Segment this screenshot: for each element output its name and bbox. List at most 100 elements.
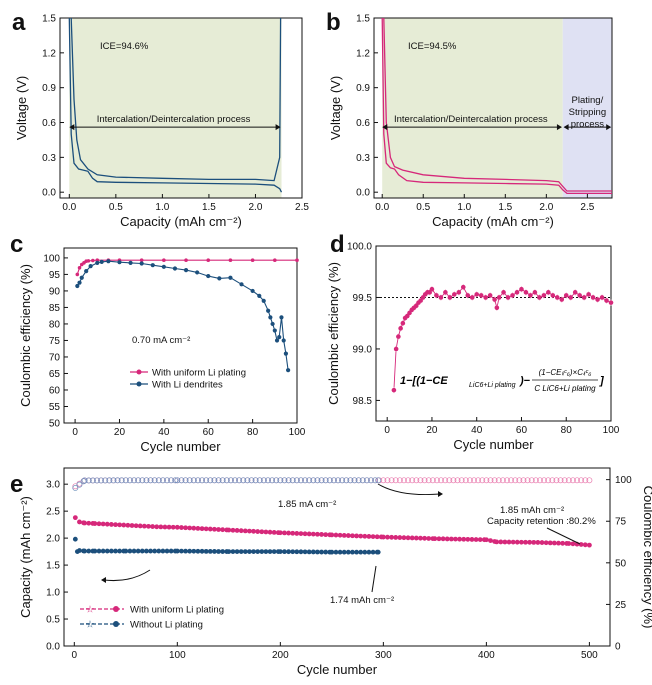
capacity-point <box>418 535 423 541</box>
capacity-point <box>535 540 541 545</box>
ce-point <box>265 477 271 484</box>
ce-point <box>147 477 154 484</box>
ce-point <box>250 258 255 263</box>
ce-point <box>172 266 178 271</box>
ce-point <box>151 477 158 484</box>
legend-entry: With uniform Li plating <box>152 368 246 379</box>
ce-point <box>499 477 506 484</box>
ce-point <box>72 485 79 491</box>
ce-point <box>434 293 439 298</box>
capacity-point <box>125 522 131 528</box>
ce-point <box>266 308 271 313</box>
ce-point <box>456 290 462 295</box>
arrow-head <box>563 124 569 131</box>
y-tick-label: 1.2 <box>42 48 56 59</box>
ce-point <box>537 295 542 300</box>
capacity-point <box>282 530 287 536</box>
arrow-head <box>438 491 443 497</box>
ce-point <box>355 477 362 484</box>
ce-point <box>460 284 466 290</box>
capacity-point <box>385 534 390 540</box>
ce-point <box>98 477 105 484</box>
voltage-curve-discharge <box>381 17 612 195</box>
capacity-point <box>586 542 592 548</box>
capacity-point <box>117 522 123 528</box>
capacity-point <box>582 542 588 548</box>
ce-point <box>450 477 457 484</box>
plot-frame <box>373 17 613 199</box>
ce-point <box>270 321 275 327</box>
ce-point <box>581 295 587 300</box>
capacity-point <box>483 537 489 543</box>
capacity-point <box>133 523 139 529</box>
ce-point <box>102 477 109 484</box>
capacity-point <box>551 540 557 546</box>
capacity-point <box>251 549 256 555</box>
ce-point <box>384 477 391 484</box>
capacity-point <box>345 533 351 538</box>
capacity-point <box>531 539 537 545</box>
capacity-point <box>238 528 244 534</box>
capacity-point <box>158 524 164 530</box>
capacity-point <box>183 525 188 531</box>
ce-point <box>347 477 354 484</box>
capacity-point <box>498 539 504 545</box>
capacity-arrow <box>103 569 151 581</box>
formula: 1−[(1−CE LiC6+Li plating)− (1−CEₗᵢᶜ₆)×Cₗᵢᶜ… <box>400 368 604 393</box>
formula-left: 1−[(1−CE <box>400 375 448 387</box>
capacity-point <box>152 548 158 554</box>
ce-point <box>514 290 520 295</box>
capacity-point <box>271 530 277 535</box>
ce-point <box>150 263 155 268</box>
y-tick-label: 0.5 <box>46 615 60 626</box>
ce-point <box>559 297 565 302</box>
ce-point <box>569 477 576 484</box>
capacity-point <box>195 548 201 554</box>
ce-point <box>261 298 266 303</box>
ce-point <box>429 286 435 292</box>
blue-capacity-label: 1.74 mAh cm⁻² <box>330 595 394 606</box>
ce-point <box>465 293 471 298</box>
ce-point <box>164 477 170 484</box>
capacity-point <box>457 536 462 542</box>
capacity-point <box>566 541 572 546</box>
capacity-point <box>556 540 561 546</box>
ce-point <box>458 477 465 484</box>
x-tick-label: 400 <box>478 650 495 661</box>
ce-point <box>206 258 211 263</box>
capacity-point <box>539 540 545 545</box>
current-density-label: 1.85 mA cm⁻² <box>278 499 336 510</box>
capacity-point <box>242 549 248 555</box>
retention-arrow <box>546 527 581 545</box>
ce-point <box>94 477 100 484</box>
process-label: Intercalation/Deintercalation process <box>394 114 548 125</box>
capacity-point <box>323 549 329 555</box>
ce-point <box>161 264 166 269</box>
ce-point <box>244 477 251 484</box>
capacity-point <box>247 549 252 555</box>
capacity-point <box>578 542 584 547</box>
capacity-point <box>179 525 184 530</box>
capacity-point <box>263 549 269 555</box>
capacity-point <box>226 527 232 533</box>
capacity-point <box>148 548 153 554</box>
y-tick-label: 1.2 <box>356 48 370 59</box>
ce-point <box>289 477 296 484</box>
x-tick-label: 1.0 <box>457 202 471 213</box>
y-axis-label: Coulombic efficiency (%) <box>18 264 33 407</box>
ce-point <box>505 295 511 300</box>
ce-point <box>252 477 259 484</box>
ce-point <box>557 477 564 484</box>
capacity-point <box>191 525 197 531</box>
y-tick-label: 0.6 <box>356 118 370 129</box>
x-tick-label: 1.0 <box>155 202 169 213</box>
capacity-point <box>370 549 376 555</box>
x-tick-label: 20 <box>114 427 126 438</box>
capacity-point <box>251 528 256 534</box>
ce-point <box>388 477 395 484</box>
ce-point <box>541 477 548 484</box>
ce-point <box>479 477 486 484</box>
ce-point <box>77 266 82 270</box>
y-tick-label: 0.6 <box>42 118 56 129</box>
plating-label-line: process <box>571 119 605 130</box>
